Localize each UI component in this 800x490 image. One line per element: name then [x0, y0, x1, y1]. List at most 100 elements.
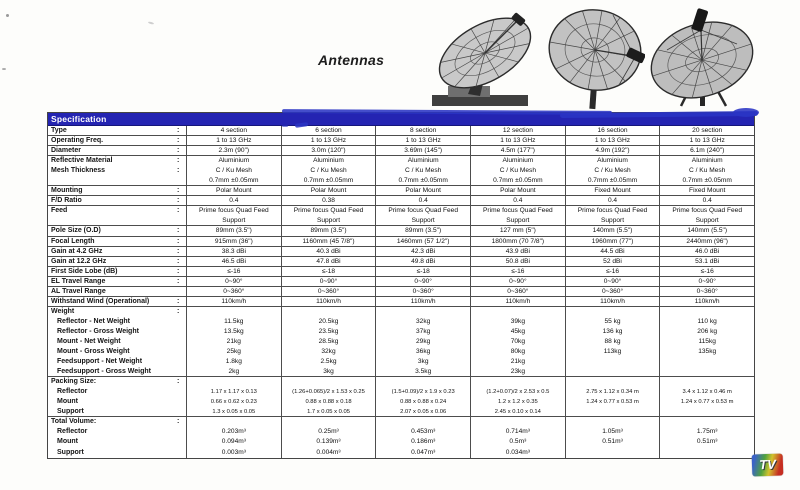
spec-cell: 3.69m (145") [375, 146, 470, 156]
spec-cell: 0.453m³ [375, 427, 470, 438]
spec-row-label: Mount - Net Weight [57, 337, 121, 345]
spec-cell: 1460mm (57 1/2") [375, 236, 470, 246]
spec-cell: 110km/h [375, 296, 470, 306]
spec-cell: (1.5+0.09)/2 x 1.9 x 0.23 [375, 387, 470, 398]
spec-cell: 0.7mm ±0.05mm [564, 176, 660, 186]
spec-row-operating-freq: Operating Freq.:1 to 13 GHz 1 to 13 GHz 1 … [48, 136, 754, 147]
spec-row-label-cell: Feedsupport - Gross Weight [48, 367, 186, 376]
spec-row-label: EL Travel Range [51, 277, 106, 285]
spec-cell: Aluminium [280, 156, 376, 167]
row-colon: : [177, 267, 180, 275]
spec-row-label-cell: Withstand Wind (Operational): [48, 297, 186, 306]
row-colon: : [177, 247, 180, 255]
row-colon: : [177, 257, 180, 265]
spec-cell: 1.24 x 0.77 x 0.53 m [564, 397, 660, 408]
spec-cell: 8 section [375, 126, 470, 136]
spec-row-gain-12-2-ghz: Gain at 12.2 GHz:46.5 dBi 47.8 dBi 49.8 dB… [48, 256, 754, 267]
spec-cell: 1 to 13 GHz [470, 136, 565, 146]
spec-cell: 0.7mm ±0.05mm [470, 176, 565, 186]
spec-cell: 0.4 [375, 196, 470, 206]
spec-cell: 0.66 x 0.62 x 0.23 [186, 397, 281, 408]
spec-cell: 0.004m³ [280, 447, 376, 458]
spec-row-packing-reflector: Reflector 1.17 x 1.17 x 0.13 (1.26+0.065)/… [48, 387, 754, 398]
spec-cell: 0~90° [375, 276, 470, 286]
spec-cell: 89mm (3.5") [186, 226, 281, 236]
scan-artifact [6, 14, 9, 17]
spec-row-label-cell: Reflector - Gross Weight [48, 327, 186, 337]
tv-watermark-logo: TV [751, 453, 784, 477]
spec-row-label-cell: Weight: [48, 307, 186, 317]
spec-cell: 0~90° [564, 276, 660, 286]
spec-cell: 0.51m³ [659, 437, 754, 448]
spec-cell: 53.1 dBi [659, 256, 754, 266]
spec-cell: Aluminium [564, 156, 660, 167]
spec-cell: 4 section [186, 126, 281, 136]
row-colon: : [177, 187, 180, 195]
spec-cell: C / Ku Mesh [564, 166, 660, 177]
spec-cell: 135kg [659, 347, 754, 358]
spec-cell: 1 to 13 GHz [659, 136, 754, 146]
spec-cell [659, 447, 754, 458]
row-colon: : [177, 147, 180, 155]
spec-cell: 50.8 dBi [470, 256, 565, 266]
spec-row-gain-4-2-ghz: Gain at 4.2 GHz:38.3 dBi 40.3 dBi 42.3 dBi… [48, 246, 754, 257]
spec-row-feedsupport-gross-weight: Feedsupport - Gross Weight 2kg 3kg 3.5kg 23k… [48, 367, 754, 378]
spec-cell: Fixed Mount [564, 186, 660, 196]
spec-row-focal-length: Focal Length:915mm (36") 1160mm (45 7/8")… [48, 236, 754, 247]
spec-cell: 0~360° [186, 286, 281, 296]
spec-row-label-cell: F/D Ratio: [48, 196, 186, 205]
spec-cell: (1.26+0.065)/2 x 1.53 x 0.25 [280, 387, 376, 398]
row-colon: : [177, 157, 180, 165]
spec-cell: 110km/h [659, 296, 754, 306]
spec-cell: 2.75 x 1.12 x 0.34 m [564, 387, 660, 398]
spec-row-label: First Side Lobe (dB) [51, 267, 118, 275]
spec-cell: 0~90° [186, 276, 281, 286]
spec-row-label: Feed [51, 207, 68, 215]
spec-cell: 44.5 dBi [564, 246, 660, 256]
spec-cell: 1 to 13 GHz [564, 136, 660, 146]
spec-cell: Fixed Mount [659, 186, 754, 196]
spec-row-label: Mount [57, 438, 78, 446]
spec-cell: 3.4 x 1.12 x 0.46 m [659, 387, 754, 398]
spec-cell: 49.8 dBi [375, 256, 470, 266]
spec-row-label: Gain at 4.2 GHz [51, 247, 103, 255]
spec-cell: 43.9 dBi [470, 246, 565, 256]
spec-row-volume-mount: Mount 0.094m³ 0.139m³ 0.186m³ 0.5m³ 0.51m³ 0.5… [48, 437, 754, 448]
spec-cell: 0.51m³ [564, 437, 660, 448]
spec-cell: Prime focus Quad Feed [280, 206, 376, 217]
spec-cell: 46.0 dBi [659, 246, 754, 256]
spec-row-reflector-gross-weight: Reflector - Gross Weight 13.5kg 23.5kg 37kg… [48, 326, 754, 337]
spec-cell: Prime focus Quad Feed [186, 206, 281, 217]
spec-cell: 3.0m (120") [280, 146, 376, 156]
spec-row-label: Mount [57, 398, 78, 406]
spec-row-label: Reflector [57, 428, 88, 436]
spec-row-fd-ratio: F/D Ratio:0.4 0.38 0.4 0.4 0.4 0.4 [48, 196, 754, 207]
spec-row-label-cell: Feed: [48, 206, 186, 216]
spec-cell [375, 417, 470, 428]
spec-cell: 0.4 [186, 196, 281, 206]
spec-cell [186, 377, 281, 388]
spec-cell: (1.2+0.07)/2 x 2.53 x 0.5 [470, 387, 565, 398]
spec-cell: 0.203m³ [186, 427, 281, 438]
spec-cell: 0.5m³ [470, 437, 565, 448]
spec-cell: 0.094m³ [186, 437, 281, 448]
spec-row-label: Reflective Material [51, 157, 113, 165]
spec-cell [564, 367, 660, 377]
spec-row-label-cell: Reflector [48, 427, 186, 437]
spec-cell: Support [470, 216, 565, 226]
spec-cell: 2kg [186, 367, 281, 377]
spec-cell: 1.2 x 1.2 x 0.35 [470, 397, 565, 408]
spec-cell: Polar Mount [280, 186, 376, 196]
spec-cell: 20 section [659, 126, 754, 136]
spec-table-body: Type:4 section 6 section 8 section 12 secti… [48, 126, 754, 458]
spec-cell: 45kg [470, 326, 565, 337]
spec-row-al-travel-range: AL Travel Range 0~360° 0~360° 0~360° 0~360° 0… [48, 286, 754, 297]
spec-cell [659, 417, 754, 428]
spec-cell: C / Ku Mesh [375, 166, 470, 177]
spec-cell: 0.4 [470, 196, 565, 206]
spec-cell: 0~360° [470, 286, 565, 296]
spec-cell: 0.7mm ±0.05mm [375, 176, 470, 186]
row-colon: : [177, 277, 180, 285]
spec-cell: Prime focus Quad Feed [659, 206, 754, 217]
spec-cell: 0.139m³ [280, 437, 376, 448]
